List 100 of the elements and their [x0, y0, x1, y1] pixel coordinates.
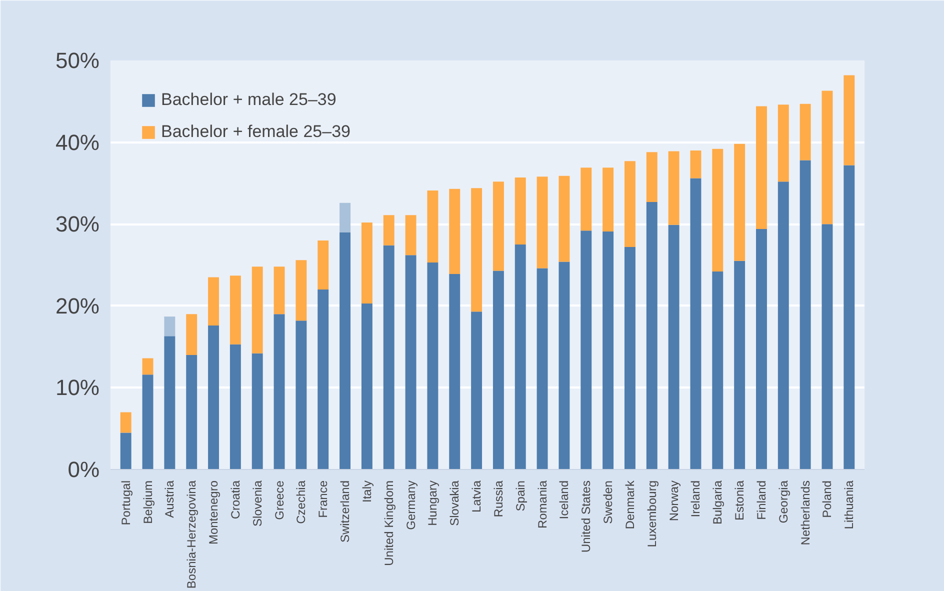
y-tick-label: 10% — [55, 375, 100, 400]
x-tick-label: Georgia — [776, 480, 790, 524]
x-tick-label: Russia — [491, 480, 506, 518]
x-tick-label: Ireland — [688, 480, 703, 518]
bar — [646, 152, 658, 202]
bar — [690, 150, 702, 178]
bar — [646, 202, 658, 470]
x-tick-label: Italy — [360, 480, 374, 503]
x-tick-label: Greece — [272, 480, 286, 520]
x-tick-label: Slovakia — [448, 480, 462, 526]
x-tick-label: Denmark — [622, 480, 637, 530]
bar — [822, 90, 833, 224]
x-tick-label: Belgium — [140, 480, 155, 524]
bar — [580, 230, 592, 470]
bar — [492, 182, 504, 271]
x-tick-label: Switzerland — [338, 480, 352, 543]
bar — [514, 177, 526, 245]
bar — [580, 168, 592, 231]
bar — [471, 312, 482, 470]
x-tick-label: Spain — [513, 480, 528, 512]
bar — [405, 215, 416, 256]
bar — [142, 358, 154, 375]
bar — [318, 240, 329, 290]
x-tick-label: Sweden — [601, 480, 616, 524]
x-tick-label: Romania — [535, 480, 550, 529]
bar — [427, 262, 438, 470]
bar — [208, 326, 219, 470]
bar — [536, 268, 548, 470]
x-tick-label: France — [316, 480, 330, 518]
x-tick-label: Latvia — [470, 480, 484, 513]
bar — [120, 432, 132, 470]
bar — [514, 244, 526, 470]
bar — [120, 412, 132, 433]
bar — [186, 314, 198, 355]
y-tick-label: 40% — [55, 130, 100, 155]
bar — [471, 188, 482, 312]
bar — [558, 176, 570, 262]
x-tick-label: Poland — [820, 480, 834, 518]
y-tick-label: 50% — [55, 48, 100, 73]
x-tick-label: Montenegro — [206, 480, 221, 545]
bar — [756, 229, 767, 470]
bar — [624, 247, 636, 470]
bar — [164, 336, 176, 470]
bar — [274, 314, 285, 470]
x-tick-label: Finland — [754, 480, 768, 520]
bar — [536, 176, 548, 268]
x-tick-label: United States — [579, 480, 594, 553]
bar — [186, 354, 198, 470]
bar — [274, 266, 285, 314]
bar — [361, 303, 372, 470]
bar — [558, 262, 570, 470]
x-tick-label: Germany — [404, 480, 418, 530]
bar — [361, 222, 372, 304]
bar — [690, 178, 702, 470]
x-tick-label: Netherlands — [798, 480, 812, 546]
bar — [296, 320, 307, 470]
bar — [844, 165, 855, 470]
bar — [778, 182, 789, 470]
x-tick-label: Czechia — [294, 480, 308, 524]
bar — [230, 344, 241, 470]
x-tick-label: Hungary — [426, 480, 440, 526]
x-tick-label: Iceland — [557, 480, 572, 520]
bar — [230, 276, 241, 344]
bar — [734, 144, 746, 261]
x-tick-label: Norway — [666, 480, 681, 522]
bar — [844, 75, 855, 166]
legend-label: Bachelor + male 25–39 — [161, 90, 336, 110]
bar — [602, 231, 614, 470]
bar — [712, 148, 724, 272]
bar — [383, 215, 394, 246]
bar — [142, 374, 154, 470]
bar — [318, 290, 329, 470]
y-tick-label: 0% — [68, 457, 100, 482]
x-tick-label: Slovenia — [250, 480, 264, 527]
bar — [800, 160, 811, 470]
x-tick-label: Luxembourg — [644, 480, 659, 548]
bar — [383, 245, 394, 470]
x-tick-label: Bosnia-Herzegovina — [184, 480, 199, 589]
bar — [712, 272, 724, 470]
bar — [296, 260, 307, 321]
bar — [208, 277, 219, 326]
x-tick-label: Austria — [162, 480, 177, 518]
bar — [800, 104, 811, 160]
bar — [252, 353, 263, 470]
x-tick-label: Croatia — [228, 480, 242, 520]
bar — [405, 255, 416, 470]
bar — [734, 260, 746, 470]
x-tick-label: Estonia — [732, 480, 747, 521]
bar — [756, 106, 767, 230]
bar — [340, 202, 351, 232]
bar — [449, 274, 460, 470]
bar — [492, 270, 504, 470]
bar — [822, 224, 833, 470]
x-tick-label: United Kingdom — [382, 480, 396, 566]
y-tick-label: 20% — [55, 293, 100, 318]
bar — [340, 232, 351, 470]
bar — [602, 168, 614, 232]
bar — [668, 151, 680, 225]
bar — [778, 104, 789, 182]
bar — [164, 316, 176, 336]
